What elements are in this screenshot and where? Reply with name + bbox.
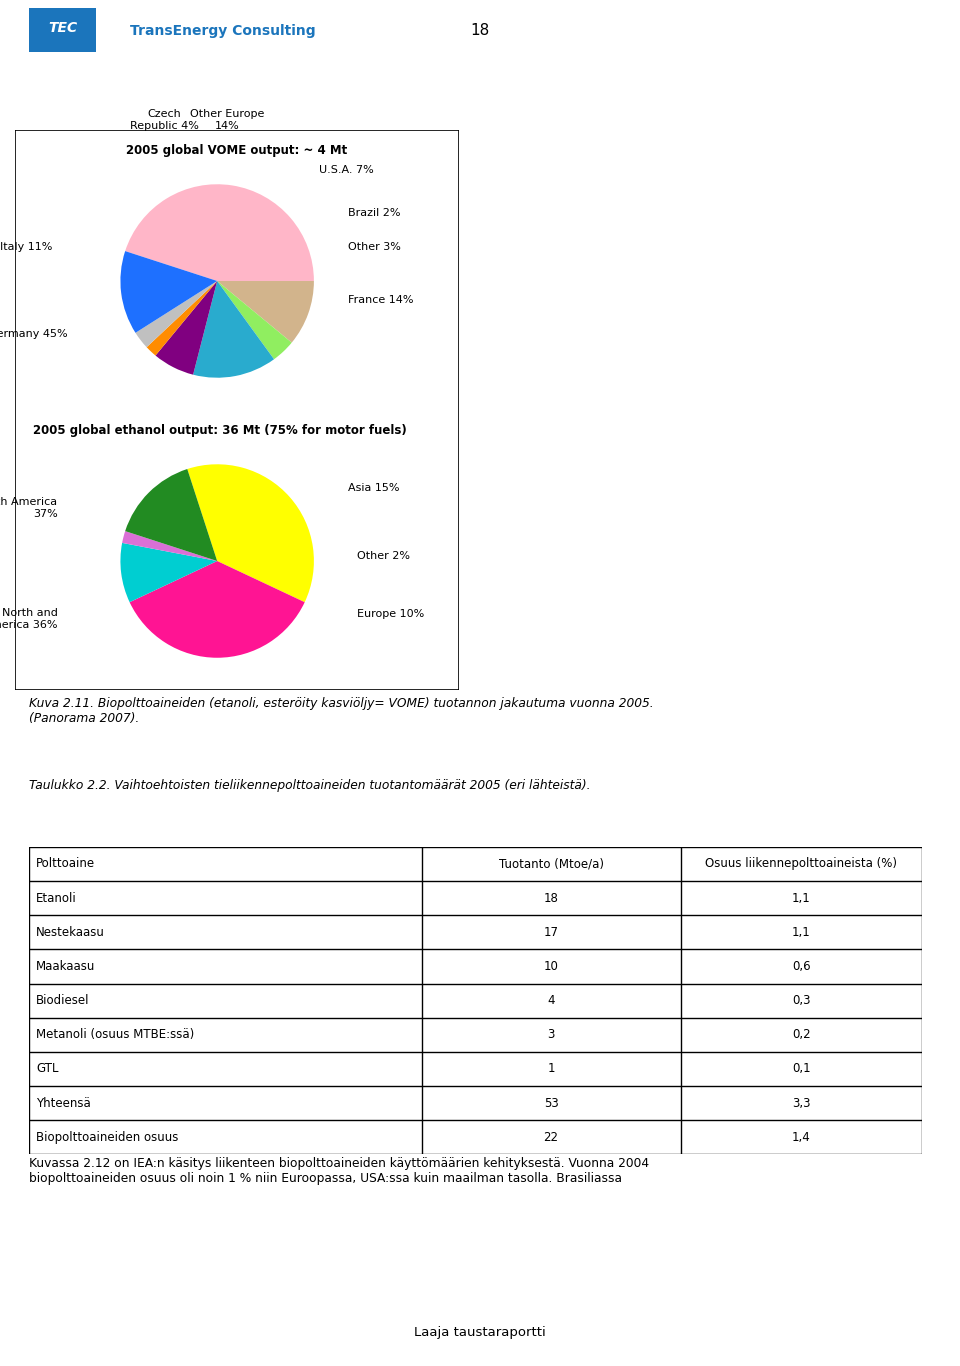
- Text: Kuvassa 2.12 on IEA:n käsitys liikenteen biopolttoaineiden käyttömäärien kehityk: Kuvassa 2.12 on IEA:n käsitys liikenteen…: [29, 1157, 649, 1184]
- Wedge shape: [156, 281, 217, 374]
- Text: 10: 10: [543, 960, 559, 973]
- Text: Osuus liikennepolttoaineista (%): Osuus liikennepolttoaineista (%): [705, 858, 897, 870]
- Text: 2005 global VOME output: ~ 4 Mt: 2005 global VOME output: ~ 4 Mt: [127, 143, 348, 157]
- Text: TransEnergy Consulting: TransEnergy Consulting: [130, 23, 315, 38]
- Text: 0,6: 0,6: [792, 960, 810, 973]
- Text: Yhteensä: Yhteensä: [36, 1097, 90, 1109]
- Text: GTL: GTL: [36, 1063, 59, 1075]
- Text: 22: 22: [543, 1131, 559, 1143]
- Text: Other Europe
14%: Other Europe 14%: [190, 109, 264, 131]
- Text: 3,3: 3,3: [792, 1097, 810, 1109]
- Text: Polttoaine: Polttoaine: [36, 858, 95, 870]
- Text: Taulukko 2.2. Vaihtoehtoisten tieliikennepolttoaineiden tuotantomäärät 2005 (eri: Taulukko 2.2. Vaihtoehtoisten tieliikenn…: [29, 779, 590, 792]
- Text: Maakaasu: Maakaasu: [36, 960, 95, 973]
- Text: Germany 45%: Germany 45%: [0, 329, 67, 339]
- Text: Kuva 2.11. Biopolttoaineiden (etanoli, esteröity kasviöljy= VOME) tuotannon jaka: Kuva 2.11. Biopolttoaineiden (etanoli, e…: [29, 697, 654, 724]
- Wedge shape: [135, 281, 217, 347]
- Wedge shape: [187, 464, 314, 602]
- Text: Etanoli: Etanoli: [36, 892, 77, 904]
- Text: Czech
Republic 4%: Czech Republic 4%: [130, 109, 199, 131]
- Text: South America
37%: South America 37%: [0, 497, 58, 519]
- Text: 1,1: 1,1: [792, 926, 810, 938]
- Wedge shape: [120, 542, 217, 602]
- Text: 0,1: 0,1: [792, 1063, 810, 1075]
- Text: Biodiesel: Biodiesel: [36, 994, 89, 1007]
- Text: 1,1: 1,1: [792, 892, 810, 904]
- Text: 2005 global ethanol output: 36 Mt (75% for motor fuels): 2005 global ethanol output: 36 Mt (75% f…: [33, 423, 407, 437]
- Text: Brazil 2%: Brazil 2%: [348, 208, 400, 219]
- Text: Asia 15%: Asia 15%: [348, 484, 399, 493]
- Text: 18: 18: [543, 892, 559, 904]
- Wedge shape: [122, 531, 217, 561]
- Text: 1: 1: [547, 1063, 555, 1075]
- Wedge shape: [120, 251, 217, 333]
- Text: Other 2%: Other 2%: [357, 550, 411, 561]
- Text: 4: 4: [547, 994, 555, 1007]
- Wedge shape: [217, 281, 314, 343]
- Text: TEC: TEC: [48, 20, 77, 36]
- Wedge shape: [217, 281, 292, 359]
- Text: Biopolttoaineiden osuus: Biopolttoaineiden osuus: [36, 1131, 179, 1143]
- Wedge shape: [125, 184, 314, 281]
- Text: France 14%: France 14%: [348, 295, 413, 306]
- Text: 3: 3: [547, 1029, 555, 1041]
- Wedge shape: [125, 469, 217, 561]
- Wedge shape: [130, 561, 304, 658]
- Text: Metanoli (osuus MTBE:ssä): Metanoli (osuus MTBE:ssä): [36, 1029, 194, 1041]
- Text: 1,4: 1,4: [792, 1131, 810, 1143]
- Wedge shape: [193, 281, 274, 378]
- Text: 18: 18: [470, 23, 490, 38]
- Text: North and
Central America 36%: North and Central America 36%: [0, 608, 58, 630]
- Text: 17: 17: [543, 926, 559, 938]
- Text: Italy 11%: Italy 11%: [0, 242, 53, 253]
- Text: Laaja taustaraportti: Laaja taustaraportti: [414, 1326, 546, 1339]
- Text: Europe 10%: Europe 10%: [357, 609, 424, 619]
- Text: Other 3%: Other 3%: [348, 242, 400, 253]
- Text: U.S.A. 7%: U.S.A. 7%: [319, 165, 373, 175]
- Text: 0,3: 0,3: [792, 994, 810, 1007]
- Text: Tuotanto (Mtoe/a): Tuotanto (Mtoe/a): [498, 858, 604, 870]
- Wedge shape: [147, 281, 217, 355]
- Text: 0,2: 0,2: [792, 1029, 810, 1041]
- Text: 53: 53: [543, 1097, 559, 1109]
- Text: Nestekaasu: Nestekaasu: [36, 926, 105, 938]
